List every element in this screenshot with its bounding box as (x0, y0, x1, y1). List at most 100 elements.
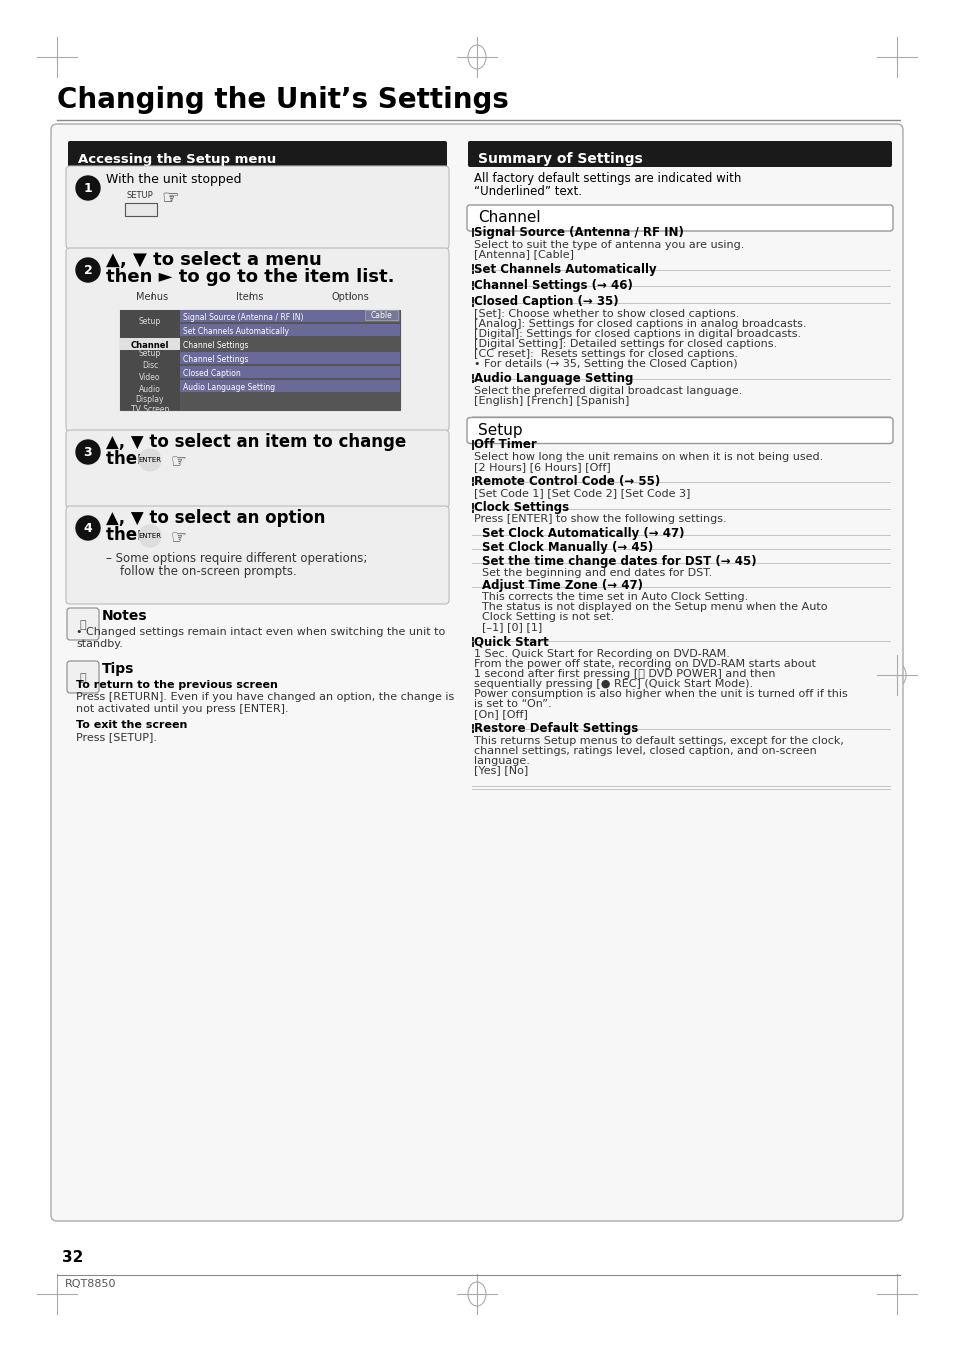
Text: – Some options require different operations;: – Some options require different operati… (106, 553, 367, 565)
Text: Set the beginning and end dates for DST.: Set the beginning and end dates for DST. (481, 569, 712, 578)
Bar (472, 297, 474, 307)
Text: [Set]: Choose whether to show closed captions.: [Set]: Choose whether to show closed cap… (474, 309, 739, 319)
Bar (180, 324, 399, 336)
Text: Remote Control Code (→ 55): Remote Control Code (→ 55) (474, 476, 659, 488)
Text: Signal Source (Antenna / RF IN): Signal Source (Antenna / RF IN) (183, 313, 303, 323)
FancyBboxPatch shape (467, 205, 892, 231)
Text: With the unit stopped: With the unit stopped (106, 173, 241, 186)
Text: Audio: Audio (139, 385, 161, 394)
Bar (365, 309, 397, 320)
FancyBboxPatch shape (66, 166, 449, 249)
Text: Summary of Settings: Summary of Settings (477, 153, 642, 166)
Text: Setup: Setup (139, 350, 161, 358)
Text: ☞: ☞ (161, 189, 178, 208)
Text: Press [RETURN]. Even if you have changed an option, the change is: Press [RETURN]. Even if you have changed… (76, 692, 454, 703)
Text: “Underlined” text.: “Underlined” text. (474, 185, 581, 199)
Text: ▲, ▼ to select an option: ▲, ▼ to select an option (106, 509, 325, 527)
Text: Signal Source (Antenna / RF IN): Signal Source (Antenna / RF IN) (474, 226, 683, 239)
Text: This corrects the time set in Auto Clock Setting.: This corrects the time set in Auto Clock… (481, 593, 747, 603)
FancyBboxPatch shape (51, 124, 902, 1221)
Text: 1: 1 (84, 181, 92, 195)
Bar (472, 281, 474, 290)
Circle shape (139, 526, 161, 547)
Text: Set the time change dates for DST (→ 45): Set the time change dates for DST (→ 45) (481, 555, 756, 569)
FancyBboxPatch shape (67, 661, 99, 693)
Text: standby.: standby. (76, 639, 123, 648)
Text: To return to the previous screen: To return to the previous screen (76, 680, 277, 690)
Text: 3: 3 (84, 446, 92, 458)
Text: [English] [French] [Spanish]: [English] [French] [Spanish] (474, 396, 629, 405)
Text: From the power off state, recording on DVD-RAM starts about: From the power off state, recording on D… (474, 659, 815, 669)
Text: Channel Settings: Channel Settings (183, 342, 248, 350)
Text: sequentially pressing [● REC] (Quick Start Mode).: sequentially pressing [● REC] (Quick Sta… (474, 680, 752, 689)
Text: channel settings, ratings level, closed caption, and on-screen: channel settings, ratings level, closed … (474, 746, 816, 755)
Text: Press [ENTER] to show the following settings.: Press [ENTER] to show the following sett… (474, 515, 726, 524)
Text: [Set Code 1] [Set Code 2] [Set Code 3]: [Set Code 1] [Set Code 2] [Set Code 3] (474, 489, 690, 499)
Text: This returns Setup menus to default settings, except for the clock,: This returns Setup menus to default sett… (474, 735, 843, 746)
Text: then: then (106, 526, 154, 544)
Bar (120, 338, 180, 350)
FancyBboxPatch shape (66, 249, 449, 431)
Bar (472, 638, 474, 647)
Text: The status is not displayed on the Setup menu when the Auto: The status is not displayed on the Setup… (481, 603, 826, 612)
FancyBboxPatch shape (467, 417, 892, 443)
Text: follow the on-screen prompts.: follow the on-screen prompts. (120, 565, 296, 578)
Text: Select how long the unit remains on when it is not being used.: Select how long the unit remains on when… (474, 453, 822, 462)
Circle shape (76, 176, 100, 200)
Text: Set Clock Automatically (→ 47): Set Clock Automatically (→ 47) (481, 527, 684, 540)
Text: TV Screen: TV Screen (131, 405, 169, 415)
Text: All factory default settings are indicated with: All factory default settings are indicat… (474, 172, 740, 185)
Text: [Analog]: Settings for closed captions in analog broadcasts.: [Analog]: Settings for closed captions i… (474, 319, 805, 330)
Text: • Changed settings remain intact even when switching the unit to: • Changed settings remain intact even wh… (76, 627, 445, 638)
Bar (472, 724, 474, 734)
Text: Clock Setting is not set.: Clock Setting is not set. (481, 612, 614, 623)
Text: Options: Options (331, 292, 369, 303)
Circle shape (76, 258, 100, 282)
Text: Closed Caption: Closed Caption (183, 370, 240, 378)
Bar (472, 477, 474, 486)
Text: RQT8850: RQT8850 (65, 1279, 116, 1289)
Text: Quick Start: Quick Start (474, 635, 548, 648)
Text: ☞: ☞ (170, 453, 186, 470)
Text: Set Channels Automatically: Set Channels Automatically (183, 327, 289, 336)
Text: Cable: Cable (371, 312, 393, 320)
FancyBboxPatch shape (68, 141, 447, 168)
Bar (120, 309, 180, 409)
Bar (180, 309, 399, 322)
FancyBboxPatch shape (66, 430, 449, 508)
Text: [2 Hours] [6 Hours] [Off]: [2 Hours] [6 Hours] [Off] (474, 462, 610, 471)
Text: [Antenna] [Cable]: [Antenna] [Cable] (474, 250, 574, 259)
Circle shape (57, 1242, 89, 1274)
Text: Press [SETUP].: Press [SETUP]. (76, 732, 157, 742)
Text: Audio Language Setting: Audio Language Setting (183, 384, 274, 393)
Text: Closed Caption (→ 35): Closed Caption (→ 35) (474, 296, 618, 308)
Text: [–1] [0] [1]: [–1] [0] [1] (481, 623, 541, 632)
Text: Menus: Menus (135, 292, 168, 303)
Text: Channel: Channel (477, 209, 540, 226)
Circle shape (76, 516, 100, 540)
Text: Select to suit the type of antenna you are using.: Select to suit the type of antenna you a… (474, 239, 743, 250)
Text: ENTER: ENTER (138, 457, 161, 463)
Text: 32: 32 (62, 1251, 84, 1266)
Text: Off Timer: Off Timer (474, 439, 537, 451)
Text: [Yes] [No]: [Yes] [No] (474, 766, 528, 775)
Bar (472, 263, 474, 273)
Bar (180, 353, 399, 363)
Bar (472, 440, 474, 450)
Text: not activated until you press [ENTER].: not activated until you press [ENTER]. (76, 704, 289, 713)
Text: 2: 2 (84, 263, 92, 277)
Text: language.: language. (474, 755, 529, 766)
Circle shape (76, 440, 100, 463)
Text: ENTER: ENTER (138, 534, 161, 539)
Text: Disc: Disc (142, 362, 158, 370)
Bar (180, 380, 399, 392)
Bar (120, 309, 399, 409)
Text: Channel Settings (→ 46): Channel Settings (→ 46) (474, 280, 632, 292)
Bar (180, 338, 399, 350)
Text: Setup: Setup (477, 423, 522, 438)
FancyBboxPatch shape (66, 507, 449, 604)
Circle shape (139, 449, 161, 471)
Text: ☞: ☞ (170, 528, 186, 546)
Text: Clock Settings: Clock Settings (474, 501, 569, 515)
Text: Channel Settings: Channel Settings (183, 355, 248, 365)
